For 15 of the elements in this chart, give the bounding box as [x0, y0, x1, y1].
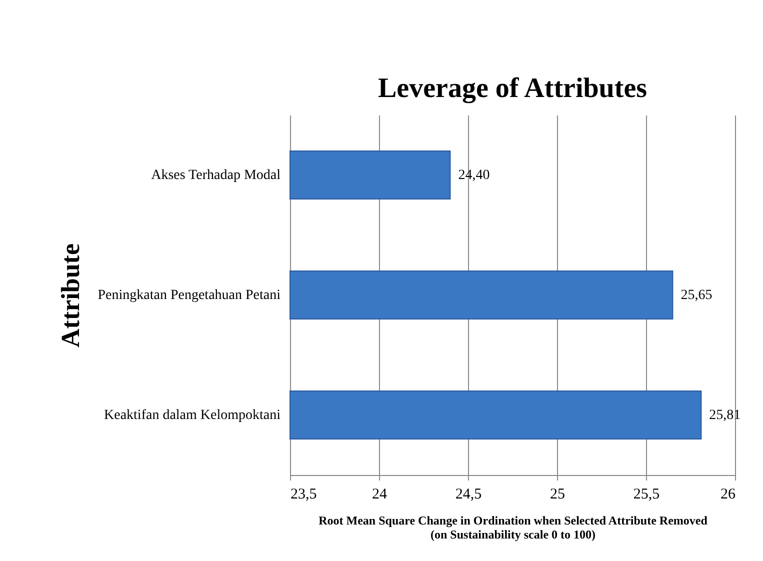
y-tick-label: Akses Terhadap Modal — [151, 168, 281, 183]
x-tick-label: 26 — [720, 486, 736, 502]
data-label: 24,40 — [458, 168, 490, 183]
y-axis-title: Attribute — [56, 244, 85, 348]
x-tick-label: 25,5 — [633, 486, 660, 502]
data-label: 25,65 — [680, 288, 712, 303]
y-tick-label: Keaktifan dalam Kelompoktani — [104, 408, 281, 423]
data-label: 25,81 — [709, 408, 741, 423]
y-tick-label: Peningkatan Pengetahuan Petani — [98, 288, 281, 303]
chart-title: Leverage of Attributes — [378, 73, 648, 104]
x-tick-label: 24 — [372, 486, 388, 502]
x-tick-label: 23,5 — [290, 486, 317, 502]
x-tick-label: 24,5 — [455, 486, 482, 502]
x-tick-label: 25 — [550, 486, 565, 502]
x-axis-title: Root Mean Square Change in Ordination when Selected Attribute Removed (on Sustainability scale 0 to 100) — [318, 514, 708, 542]
